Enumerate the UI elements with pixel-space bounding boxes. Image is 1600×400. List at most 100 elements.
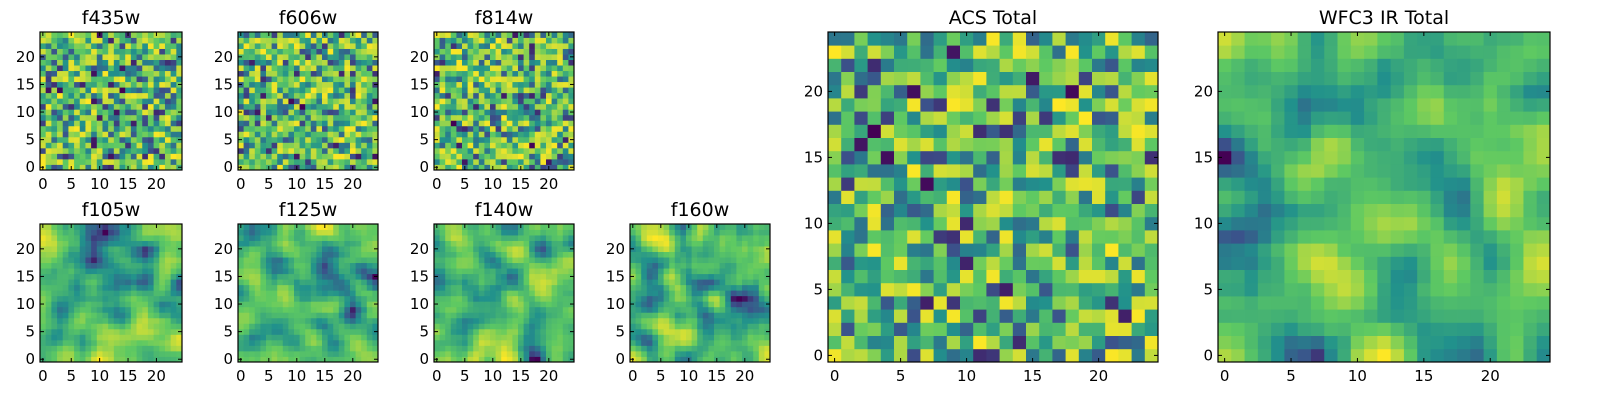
heatmap-cell xyxy=(40,345,47,352)
heatmap-cell xyxy=(473,224,480,230)
heatmap-cell xyxy=(68,273,75,280)
heatmap-cell xyxy=(999,216,1014,231)
heatmap-cell xyxy=(551,356,558,363)
heatmap-cell xyxy=(467,251,474,258)
heatmap-cell xyxy=(1105,230,1119,244)
heatmap-cell xyxy=(125,339,132,346)
heatmap-cell xyxy=(305,279,312,286)
heatmap-cell xyxy=(546,76,552,83)
heatmap-cell xyxy=(630,279,636,286)
heatmap-cell xyxy=(506,328,513,335)
heatmap-cell xyxy=(478,147,485,154)
heatmap-cell xyxy=(142,37,149,44)
heatmap-cell xyxy=(434,120,440,127)
heatmap-cell xyxy=(540,120,547,127)
heatmap-cell xyxy=(646,246,653,252)
heatmap-cell xyxy=(125,350,132,357)
heatmap-cell xyxy=(747,345,754,352)
heatmap-cell xyxy=(540,131,547,138)
heatmap-cell xyxy=(271,125,278,132)
heatmap-cell xyxy=(164,350,172,357)
heatmap-cell xyxy=(484,109,491,116)
heatmap-cell xyxy=(108,339,115,346)
heatmap-cell xyxy=(562,59,569,66)
heatmap-cell xyxy=(484,279,491,286)
heatmap-cell xyxy=(747,240,754,247)
heatmap-cell xyxy=(456,334,463,341)
heatmap-cell xyxy=(40,339,47,346)
heatmap-cell xyxy=(45,92,52,99)
heatmap-cell xyxy=(529,98,536,105)
heatmap-cell xyxy=(946,216,961,231)
heatmap-cell xyxy=(119,251,126,258)
heatmap-cell xyxy=(176,125,183,132)
heatmap-cell xyxy=(136,131,143,138)
heatmap-cell xyxy=(294,339,300,346)
heatmap-cell xyxy=(697,257,704,264)
heatmap-cell xyxy=(57,350,64,357)
heatmap-cell xyxy=(62,76,69,83)
heatmap-cell xyxy=(562,109,569,116)
heatmap-cell xyxy=(299,229,306,236)
heatmap-cell xyxy=(467,103,474,110)
heatmap-cell xyxy=(1065,322,1080,336)
heatmap-cell xyxy=(439,334,446,341)
heatmap-cell xyxy=(130,317,137,324)
heatmap-cell xyxy=(350,70,356,77)
heatmap-cell xyxy=(467,70,474,77)
heatmap-cell xyxy=(372,290,379,297)
heatmap-cell xyxy=(764,268,771,275)
heatmap-cell xyxy=(170,301,177,308)
heatmap-cell xyxy=(159,290,166,297)
heatmap-cell xyxy=(102,164,109,171)
heatmap-cell xyxy=(260,147,267,154)
heatmap-cell xyxy=(153,284,160,291)
heatmap-cell xyxy=(960,309,974,323)
heatmap-cell xyxy=(742,334,748,341)
heatmap-cell xyxy=(880,177,895,191)
heatmap-cell xyxy=(45,257,52,264)
heatmap-cell xyxy=(742,284,748,291)
heatmap-cell xyxy=(462,246,468,252)
heatmap-cell xyxy=(344,334,351,341)
heatmap-cell xyxy=(753,290,760,297)
heatmap-cell xyxy=(439,339,446,346)
heatmap-cell xyxy=(96,284,103,291)
heatmap-cell xyxy=(350,317,356,324)
heatmap-cell xyxy=(102,290,109,297)
heatmap-cell xyxy=(960,243,974,257)
heatmap-cell xyxy=(854,335,868,350)
heatmap-cell xyxy=(68,147,75,154)
heatmap-cell xyxy=(361,164,368,171)
heatmap-cell xyxy=(736,246,743,252)
heatmap-cell xyxy=(557,229,564,236)
heatmap-cell xyxy=(266,246,272,252)
heatmap-cell xyxy=(310,356,317,363)
heatmap-cell xyxy=(299,273,306,280)
heatmap-cell xyxy=(142,279,149,286)
heatmap-cell xyxy=(322,147,328,154)
heatmap-cell xyxy=(725,323,732,330)
heatmap-cell xyxy=(159,229,166,236)
heatmap-cell xyxy=(445,246,452,252)
heatmap-cell xyxy=(310,224,317,230)
heatmap-cell xyxy=(51,306,58,313)
heatmap-cell xyxy=(445,98,452,105)
heatmap-cell xyxy=(747,257,754,264)
heatmap-cell xyxy=(933,269,948,284)
heatmap-cell xyxy=(764,290,771,297)
heatmap-cell xyxy=(68,240,75,247)
heatmap-cell xyxy=(85,136,92,143)
heatmap-cell xyxy=(646,284,653,291)
heatmap-cell xyxy=(125,306,132,313)
heatmap-cell xyxy=(288,76,295,83)
heatmap-cell xyxy=(669,312,676,319)
heatmap-cell xyxy=(57,312,64,319)
heatmap-cell xyxy=(439,350,446,357)
heatmap-cell xyxy=(960,282,974,297)
heatmap-cell xyxy=(333,251,340,258)
heatmap-cell xyxy=(113,147,120,154)
heatmap-cell xyxy=(1026,269,1040,284)
heatmap-cell xyxy=(142,323,149,330)
heatmap-cell xyxy=(108,103,115,110)
